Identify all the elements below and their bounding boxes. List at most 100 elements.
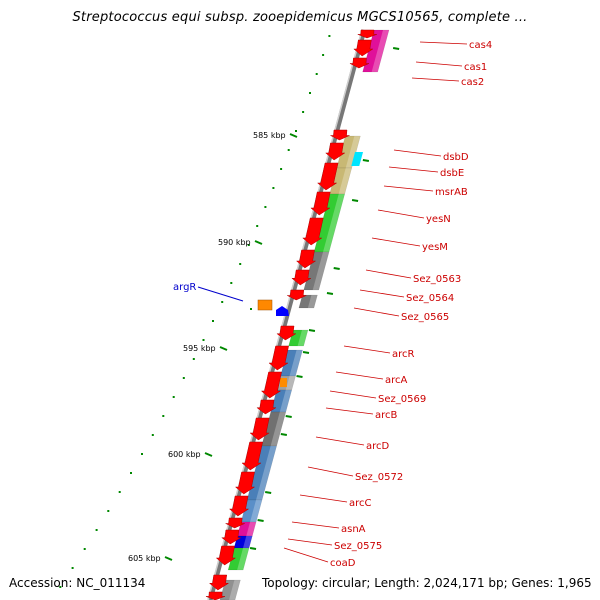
tick-dot: [295, 130, 297, 132]
gene-label: cas1: [464, 62, 487, 73]
track-tick: [392, 47, 400, 50]
kbp-tick: [289, 133, 298, 138]
gene-arrow: [205, 591, 226, 600]
kbp-tick: [164, 556, 173, 561]
track-tick: [296, 375, 303, 378]
gene-arrow: [276, 325, 297, 341]
tick-dot: [315, 73, 318, 75]
label-leader: [359, 289, 405, 298]
track-shine: [246, 522, 257, 536]
track-tick: [326, 292, 334, 295]
argR-leader: [197, 286, 244, 302]
gene-label: Sez_0569: [378, 394, 426, 405]
track-shine: [229, 580, 241, 600]
tick-dot: [130, 472, 132, 474]
track-highlight: [351, 152, 364, 166]
track-tick: [302, 351, 310, 354]
gene-label: Sez_0565: [401, 312, 449, 323]
gene-arrow: [325, 142, 346, 161]
label-leader: [283, 547, 329, 563]
gene-label: Sez_0575: [334, 541, 382, 552]
gene-tracks: [219, 29, 390, 600]
gene-label: Sez_0564: [406, 293, 454, 304]
tick-dot: [272, 187, 275, 189]
tick-dot: [162, 415, 165, 417]
gene-label: yesM: [422, 242, 448, 253]
kbp-tick: [254, 240, 263, 245]
tick-dot: [280, 168, 283, 170]
tick-dot: [71, 567, 74, 569]
tick-dot: [172, 396, 175, 398]
tick-dot: [212, 320, 214, 322]
track-tick: [265, 491, 272, 494]
track-block: [298, 294, 318, 309]
label-leader: [299, 494, 348, 503]
tick-dot: [328, 35, 331, 37]
kbp-label: 605 kbp: [128, 554, 161, 563]
gene-arrow: [330, 129, 350, 141]
tick-dot: [202, 339, 205, 341]
label-leader: [329, 390, 377, 399]
track-shine: [312, 252, 330, 290]
label-leader: [307, 466, 354, 477]
tick-dot: [264, 206, 267, 208]
gene-label: Sez_0563: [413, 274, 461, 285]
tick-dot: [302, 111, 305, 113]
gene-label: Sez_0572: [355, 472, 403, 483]
gene-label: dsbD: [443, 152, 469, 163]
label-leader: [315, 436, 365, 446]
label-leader: [291, 521, 340, 529]
accession-text: Accession: NC_011134: [9, 576, 146, 590]
tick-dot: [256, 225, 259, 227]
track-tick: [285, 415, 292, 418]
gene-arrow: [241, 441, 263, 471]
tick-dot: [230, 282, 233, 284]
label-leader: [377, 209, 425, 219]
track-tick: [351, 199, 359, 202]
gene-label: arcA: [385, 375, 408, 386]
label-leader: [415, 61, 463, 67]
gene-arrow: [256, 399, 277, 415]
track-shine: [307, 295, 318, 308]
tick-dots: [59, 35, 400, 588]
track-tick: [308, 329, 316, 332]
kbp-label: 590 kbp: [218, 238, 251, 247]
gene-arrow: [353, 39, 374, 57]
map-title: Streptococcus equi subsp. zooepidemicus …: [72, 10, 528, 25]
gene-label: coaD: [330, 558, 356, 569]
track-shine: [297, 330, 308, 346]
track-shine: [256, 446, 277, 500]
track-shine: [243, 536, 253, 548]
tick-dot: [322, 54, 325, 56]
track-tick: [362, 159, 370, 162]
track-tick: [257, 519, 264, 522]
tick-dot: [239, 263, 242, 265]
tick-dot: [247, 244, 250, 246]
gene-label: cas4: [469, 40, 492, 51]
gene-arrow: [302, 217, 324, 246]
kbp-label: 600 kbp: [168, 450, 201, 459]
label-leader: [343, 345, 391, 354]
tick-dot: [192, 358, 195, 360]
label-leader: [287, 538, 333, 546]
gene-arrow: [349, 57, 370, 69]
track-shine: [323, 194, 345, 252]
gene-arrow: [260, 371, 282, 399]
tick-dot: [309, 92, 311, 94]
gene-arrow: [357, 29, 377, 39]
gene-label: dsbE: [440, 168, 464, 179]
label-leader: [419, 41, 468, 45]
track-shine: [237, 548, 250, 570]
track-tick: [333, 267, 340, 270]
track-shine: [345, 136, 361, 168]
argR-arrow: [276, 306, 289, 316]
gene-label: asnA: [341, 524, 366, 535]
label-leader: [411, 77, 460, 82]
gene-labels: cas4 cas1 cas2 dsbD dsbE msrAB yesN yesM Sez_056…: [330, 40, 492, 569]
gene-arrow: [228, 495, 250, 517]
track-shine: [285, 376, 296, 390]
track-shine: [371, 30, 389, 72]
tick-dot: [118, 491, 121, 493]
gene-arrow: [316, 162, 339, 191]
